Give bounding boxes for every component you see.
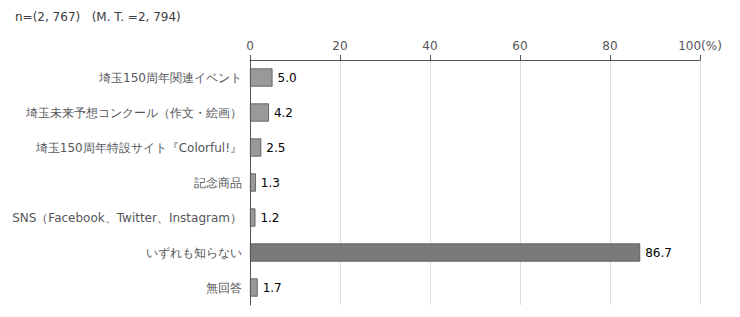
- svg-text:0: 0: [246, 39, 254, 53]
- svg-text:記念商品: 記念商品: [194, 176, 242, 190]
- svg-text:n=(2, 767) (M. T. =2, 794): n=(2, 767) (M. T. =2, 794): [15, 10, 181, 24]
- svg-text:4.2: 4.2: [274, 106, 293, 120]
- svg-text:無回答: 無回答: [206, 281, 242, 295]
- svg-text:1.2: 1.2: [260, 211, 279, 225]
- svg-text:1.7: 1.7: [263, 281, 282, 295]
- svg-text:埼玉150周年関連イベント: 埼玉150周年関連イベント: [98, 71, 242, 85]
- svg-text:40: 40: [422, 39, 437, 53]
- svg-text:5.0: 5.0: [278, 71, 297, 85]
- svg-text:86.7: 86.7: [645, 246, 672, 260]
- svg-text:20: 20: [332, 39, 347, 53]
- svg-text:80: 80: [602, 39, 617, 53]
- svg-text:1.3: 1.3: [261, 176, 280, 190]
- svg-text:埼玉未来予想コンクール（作文・絵画）: 埼玉未来予想コンクール（作文・絵画）: [25, 106, 242, 120]
- svg-text:SNS（Facebook、Twitter、Instagram: SNS（Facebook、Twitter、Instagram）: [12, 211, 242, 225]
- svg-text:100(%): 100(%): [678, 39, 722, 53]
- svg-text:埼玉150周年特設サイト『Colorful!』: 埼玉150周年特設サイト『Colorful!』: [35, 141, 242, 155]
- svg-text:2.5: 2.5: [266, 141, 285, 155]
- svg-text:いずれも知らない: いずれも知らない: [146, 246, 242, 260]
- svg-text:60: 60: [512, 39, 527, 53]
